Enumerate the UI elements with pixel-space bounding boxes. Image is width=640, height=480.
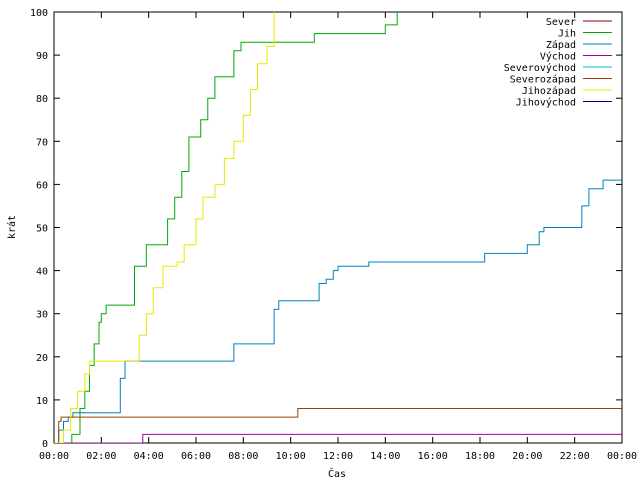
y-tick-label: 40 [36, 267, 48, 278]
x-tick-label: 00:00 [39, 451, 69, 462]
x-tick-label: 08:00 [228, 451, 258, 462]
x-tick-label: 02:00 [86, 451, 116, 462]
x-tick-label: 06:00 [181, 451, 211, 462]
x-tick-label: 22:00 [560, 451, 590, 462]
series-line-6 [54, 12, 275, 443]
legend-label: Severozápad [510, 74, 576, 86]
y-tick-label: 30 [36, 310, 48, 321]
y-tick-label: 20 [36, 353, 48, 364]
y-tick-label: 90 [36, 51, 48, 62]
y-tick-label: 70 [36, 137, 48, 148]
y-tick-label: 100 [30, 8, 48, 19]
legend: SeverJihZápadVýchodSeverovýchodSeverozáp… [504, 17, 612, 109]
x-tick-label: 18:00 [465, 451, 495, 462]
series-line-3 [54, 433, 622, 443]
series-line-5 [54, 408, 622, 443]
y-axis-ticks: 0 10 20 30 40 50 60 70 80 90 100 [30, 8, 622, 450]
y-tick-label: 0 [42, 439, 48, 450]
x-tick-label: 20:00 [512, 451, 542, 462]
y-tick-label: 60 [36, 180, 48, 191]
legend-label: Severovýchod [504, 62, 576, 74]
y-tick-label: 80 [36, 94, 48, 105]
series-lines [54, 12, 622, 443]
y-tick-label: 10 [36, 396, 48, 407]
legend-label: Sever [546, 17, 576, 28]
y-tick-label: 50 [36, 224, 48, 235]
x-tick-label: 10:00 [276, 451, 306, 462]
x-tick-label: 04:00 [134, 451, 164, 462]
x-tick-label: 14:00 [370, 451, 400, 462]
y-axis-label: krát [6, 215, 18, 239]
x-axis-ticks: 00:00 02:00 04:00 06:00 08:00 10:00 12:00 14:00… [39, 12, 637, 462]
legend-label: Jih [558, 29, 576, 40]
legend-label: Západ [546, 39, 576, 51]
legend-label: Jihovýchod [516, 97, 576, 109]
x-tick-label: 16:00 [418, 451, 448, 462]
x-tick-label: 00:00 [607, 451, 637, 462]
x-tick-label: 12:00 [323, 451, 353, 462]
legend-label: Jihozápad [522, 85, 576, 97]
legend-label: Východ [540, 51, 576, 63]
series-line-1 [71, 12, 398, 443]
x-axis-label: Čas [328, 467, 346, 480]
series-line-2 [54, 179, 622, 443]
